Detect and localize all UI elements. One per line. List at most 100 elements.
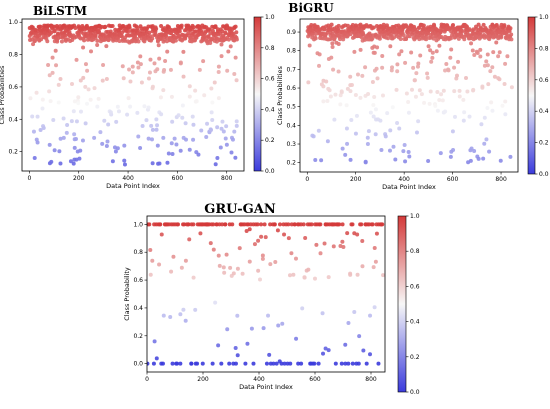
data-point [360,239,365,244]
data-point [444,61,449,66]
y-tick-label: 0.5 [286,104,296,111]
data-point [230,137,235,142]
data-point [224,124,229,129]
y-axis-label: Class Probabilities [0,65,6,124]
data-point [348,74,353,79]
data-point [53,48,58,53]
data-point [368,352,373,357]
data-point [307,43,312,48]
data-point [457,88,462,93]
data-point [387,148,392,153]
data-point [299,361,304,366]
data-point [371,265,376,270]
data-point [328,94,333,99]
data-point [247,227,252,232]
x-tick-label: 400 [253,376,265,383]
data-point [268,262,273,267]
data-point [155,67,160,72]
data-point [414,71,419,76]
y-tick-label: 0.9 [286,29,296,36]
data-point [292,222,297,227]
data-point [83,62,88,67]
data-point [481,156,486,161]
data-point [390,65,395,70]
data-point [422,100,427,105]
data-point [336,23,341,28]
colorbar-tick-label: 0.6 [539,77,549,84]
data-point [435,108,440,113]
data-point [120,64,125,69]
data-point [401,149,406,154]
plot-frame [299,18,519,173]
data-point [55,25,60,30]
data-point [357,334,362,339]
data-point [179,265,184,270]
data-point [428,24,433,29]
data-point [209,86,214,91]
data-point [85,68,90,73]
data-point [219,42,224,47]
data-point [372,95,377,100]
data-point [184,137,188,142]
data-point [227,361,232,366]
data-point [365,135,370,140]
data-point [355,272,360,277]
data-point [380,53,385,58]
data-point [65,123,70,127]
data-point [457,94,462,99]
data-point [415,29,420,34]
data-point [331,244,336,249]
data-point [127,67,132,72]
data-point [56,82,61,87]
data-point [348,89,353,94]
data-point [273,260,278,264]
data-point [170,152,175,157]
data-point [380,93,385,98]
data-point [344,126,349,131]
y-tick-label: 0.6 [286,85,296,92]
data-point [409,50,414,55]
data-point [217,263,222,268]
data-point [105,139,110,144]
data-point [108,110,113,115]
data-point [345,23,350,28]
data-point [266,313,271,318]
data-point [181,74,186,79]
data-point [233,361,238,366]
x-axis-label: Data Point Index [382,183,436,191]
data-point [455,73,459,78]
data-point [114,119,119,124]
data-point [245,341,250,346]
data-point [419,92,424,97]
data-point [345,141,350,146]
data-point [169,269,174,274]
data-point [85,101,90,106]
data-point [264,361,269,366]
data-point [168,314,173,319]
data-point [234,123,239,128]
data-point [288,273,292,278]
data-point [50,55,55,60]
data-point [161,88,166,93]
data-point [213,300,218,305]
data-point [413,94,418,99]
x-tick-label: 600 [447,176,459,183]
data-point [191,137,196,142]
data-point [509,32,514,37]
data-point [232,129,237,134]
data-point [182,222,187,227]
data-point [452,114,457,119]
data-point [136,65,141,70]
y-tick-label: 1.0 [133,221,143,228]
data-point [277,222,282,227]
data-point [372,50,377,55]
data-point [168,67,173,72]
data-point [312,276,317,281]
data-point [451,22,456,27]
data-point [460,29,464,34]
data-point [378,118,383,123]
data-point [509,37,514,42]
data-point [219,54,224,59]
colorbar-tick-label: 0.0 [265,168,275,175]
data-point [135,60,140,65]
